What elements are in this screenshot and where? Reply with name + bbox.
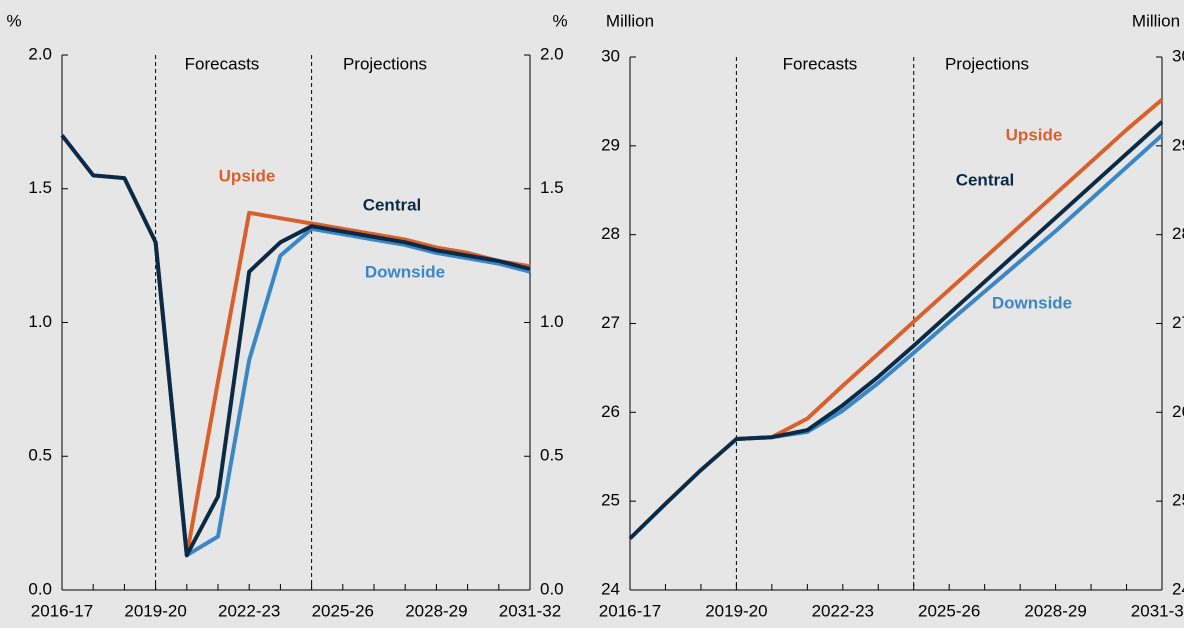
y2-tick-label: 0.0	[540, 579, 564, 598]
axis-unit: Million	[1132, 11, 1180, 30]
x-tick-label: 2028-29	[1024, 601, 1086, 620]
y2-tick-label: 25	[1172, 491, 1184, 510]
x-tick-label: 2022-23	[218, 601, 280, 620]
y-tick-label: 30	[601, 46, 620, 65]
y2-tick-label: 28	[1172, 224, 1184, 243]
y2-tick-label: 26	[1172, 402, 1184, 421]
x-tick-label: 2022-23	[812, 601, 874, 620]
x-tick-label: 2019-20	[705, 601, 767, 620]
series-line	[153, 210, 531, 558]
y-tick-label: 25	[601, 491, 620, 510]
x-tick-label: 2028-29	[405, 601, 467, 620]
y-tick-label: 0.0	[28, 579, 52, 598]
y-tick-label: 26	[601, 402, 620, 421]
series-label: Upside	[1006, 125, 1063, 144]
annotation: Projections	[343, 54, 427, 73]
x-tick-label: 2016-17	[599, 601, 661, 620]
series-label: Upside	[219, 166, 276, 185]
y2-tick-label: 30	[1172, 46, 1184, 65]
annotation: Forecasts	[783, 54, 858, 73]
axis-unit: Million	[606, 11, 654, 30]
series-line	[628, 120, 1164, 540]
series-line	[736, 98, 1164, 441]
annotation: Forecasts	[185, 54, 260, 73]
y-tick-label: 0.5	[28, 446, 52, 465]
series-label: Downside	[992, 293, 1072, 312]
y2-tick-label: 1.0	[540, 312, 564, 331]
x-tick-label: 2025-26	[918, 601, 980, 620]
y-tick-label: 29	[601, 135, 620, 154]
series-label: Central	[363, 195, 422, 214]
x-tick-label: 2031-32	[1131, 601, 1184, 620]
annotation: Projections	[945, 54, 1029, 73]
y-tick-label: 28	[601, 224, 620, 243]
y2-tick-label: 24	[1172, 579, 1184, 598]
y-tick-label: 24	[601, 579, 620, 598]
axis-unit: %	[552, 11, 567, 30]
y-tick-label: 2.0	[28, 44, 52, 63]
y-tick-label: 1.5	[28, 178, 52, 197]
y2-tick-label: 29	[1172, 135, 1184, 154]
x-tick-label: 2019-20	[124, 601, 186, 620]
series-line	[153, 226, 531, 558]
x-tick-label: 2025-26	[312, 601, 374, 620]
series-line	[60, 134, 531, 558]
y-tick-label: 27	[601, 313, 620, 332]
series-label: Central	[956, 170, 1015, 189]
y2-tick-label: 1.5	[540, 178, 564, 197]
series-label: Downside	[365, 262, 445, 281]
y2-tick-label: 27	[1172, 313, 1184, 332]
x-tick-label: 2031-32	[499, 601, 561, 620]
y2-tick-label: 0.5	[540, 446, 564, 465]
y2-tick-label: 2.0	[540, 44, 564, 63]
axis-unit: %	[6, 11, 21, 30]
x-tick-label: 2016-17	[31, 601, 93, 620]
y-tick-label: 1.0	[28, 312, 52, 331]
